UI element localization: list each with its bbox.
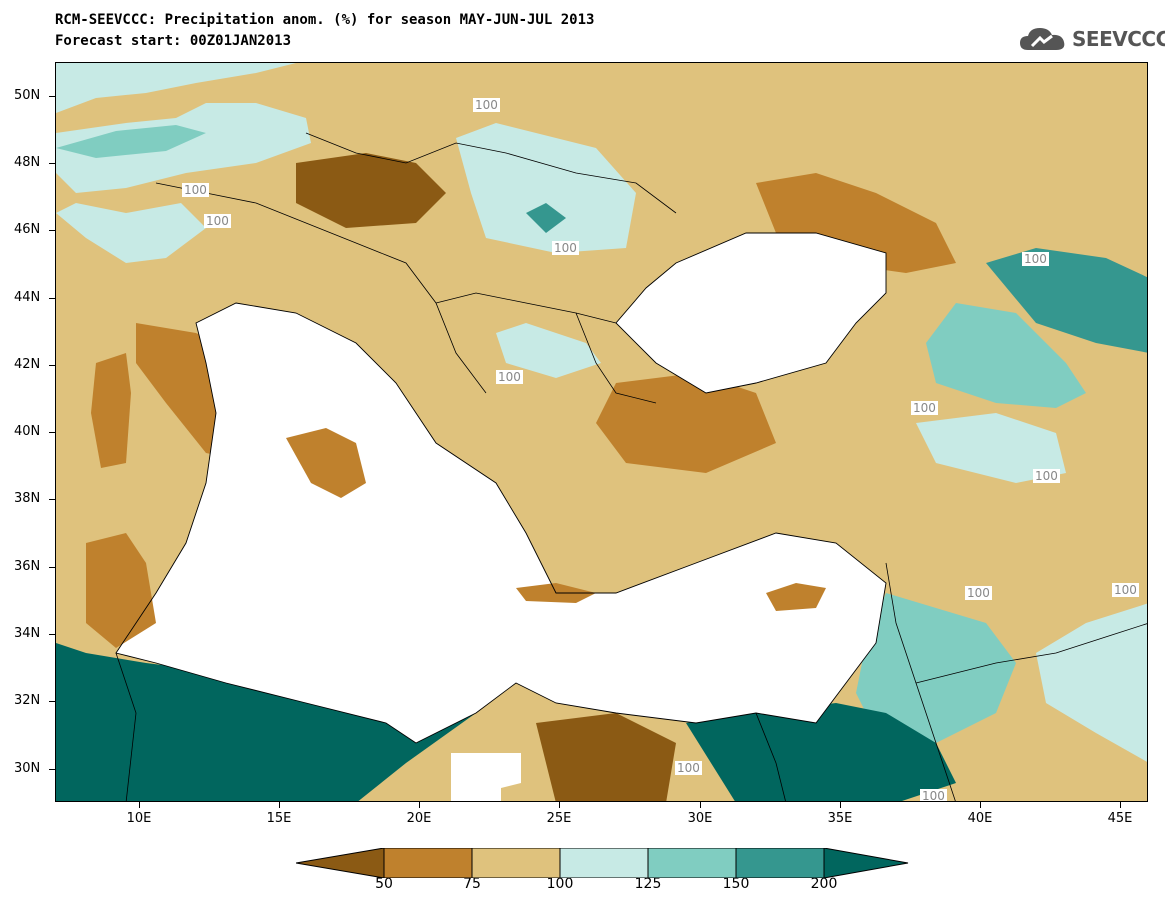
colorbar-segment-125-150 (647, 848, 737, 878)
lat-label: 40N (14, 424, 41, 439)
lat-label: 44N (14, 290, 41, 305)
cyprus-island (766, 583, 826, 611)
anomaly-region-bulgaria (496, 323, 601, 378)
anomaly-region-anatolia-west (596, 373, 776, 473)
lat-label: 38N (14, 491, 41, 506)
colorbar-label: 100 (546, 876, 574, 892)
contour-label-100: 100 (496, 370, 523, 384)
lon-tick (559, 802, 560, 808)
lat-tick (49, 365, 55, 366)
anomaly-region-north-alps (56, 63, 296, 113)
anomaly-region-sinai-wet (686, 703, 956, 801)
colorbar-segment-below-50 (296, 848, 385, 878)
lon-label: 15E (266, 811, 292, 826)
contour-label-100: 100 (182, 183, 209, 197)
colorbar-label: 200 (810, 876, 838, 892)
anomaly-region-iraq (1036, 603, 1147, 762)
colorbar-segment-100-125 (559, 848, 649, 878)
anomaly-region-alps-wet (56, 103, 311, 193)
anomaly-region-caucasus (986, 248, 1147, 353)
lat-label: 50N (14, 88, 41, 103)
colorbar-segment-150-200 (735, 848, 825, 878)
lon-tick (980, 802, 981, 808)
logo-text: SEEVCCC (1072, 27, 1165, 51)
contour-label-100: 100 (1112, 583, 1139, 597)
anomaly-region-alps-wetter (56, 125, 206, 158)
colorbar-segment-above-200 (823, 848, 909, 878)
lat-label: 48N (14, 155, 41, 170)
lat-tick (49, 163, 55, 164)
lat-label: 36N (14, 559, 41, 574)
anomaly-region-hungary-dry (296, 153, 446, 228)
lon-tick (279, 802, 280, 808)
anomaly-region-libya-wet (56, 643, 476, 801)
colorbar-label: 150 (722, 876, 750, 892)
lon-tick (840, 802, 841, 808)
colorbar-segment-50-75 (383, 848, 473, 878)
colorbar-label: 50 (375, 876, 393, 892)
anomaly-region-romania (456, 123, 636, 253)
lon-label: 25E (546, 811, 572, 826)
contour-label-100: 100 (552, 241, 579, 255)
lat-tick (49, 567, 55, 568)
lon-label: 45E (1107, 811, 1133, 826)
lat-label: 34N (14, 626, 41, 641)
cloud-logo-icon (1020, 28, 1065, 50)
colorbar (296, 848, 909, 878)
forecast-start-label: Forecast start: 00Z01JAN2013 (55, 33, 292, 49)
anomaly-region-sicily (286, 428, 366, 498)
lat-tick (49, 701, 55, 702)
missing-data-block (451, 753, 521, 801)
lat-tick (49, 432, 55, 433)
map-title: RCM-SEEVCCC: Precipitation anom. (%) for… (55, 12, 595, 28)
lat-tick (49, 96, 55, 97)
seevccc-logo: SEEVCCC (1018, 22, 1165, 56)
lat-tick (49, 634, 55, 635)
lon-label: 35E (827, 811, 853, 826)
contour-label-100: 100 (204, 214, 231, 228)
anomaly-region-romania-core (526, 203, 566, 233)
colorbar-label: 75 (463, 876, 481, 892)
colorbar-segment-75-100 (471, 848, 561, 878)
lat-tick (49, 298, 55, 299)
lon-label: 30E (687, 811, 713, 826)
sardinia-corsica (91, 353, 131, 468)
lat-label: 32N (14, 693, 41, 708)
lon-label: 20E (406, 811, 432, 826)
colorbar-label: 125 (634, 876, 662, 892)
contour-label-100: 100 (473, 98, 500, 112)
lon-label: 10E (126, 811, 152, 826)
lat-label: 42N (14, 357, 41, 372)
lat-label: 30N (14, 761, 41, 776)
anomaly-region-north-italy (56, 203, 206, 263)
lon-tick (419, 802, 420, 808)
black-sea (616, 233, 886, 393)
contour-label-100: 100 (920, 789, 947, 802)
lat-tick (49, 499, 55, 500)
country-borders (115, 132, 1147, 801)
anomaly-region-egypt-dry (536, 713, 676, 801)
contour-label-100: 100 (675, 761, 702, 775)
lat-tick (49, 769, 55, 770)
lat-label: 46N (14, 222, 41, 237)
lon-label: 40E (967, 811, 993, 826)
contour-label-100: 100 (1033, 469, 1060, 483)
anomaly-region-east-turkey (916, 413, 1066, 483)
anomaly-region-transcaucasia (926, 303, 1086, 408)
coastlines (115, 232, 887, 744)
anomaly-region-syria (856, 593, 1016, 743)
lon-tick (139, 802, 140, 808)
contour-label-100: 100 (965, 586, 992, 600)
contour-label-100: 100 (1022, 252, 1049, 266)
map-canvas (56, 63, 1147, 801)
lat-tick (49, 230, 55, 231)
mediterranean-sea (116, 303, 886, 743)
lon-tick (1120, 802, 1121, 808)
lon-tick (700, 802, 701, 808)
precipitation-anomaly-map: 100 100 100 100 100 100 100 100 100 100 … (55, 62, 1148, 802)
contour-label-100: 100 (911, 401, 938, 415)
